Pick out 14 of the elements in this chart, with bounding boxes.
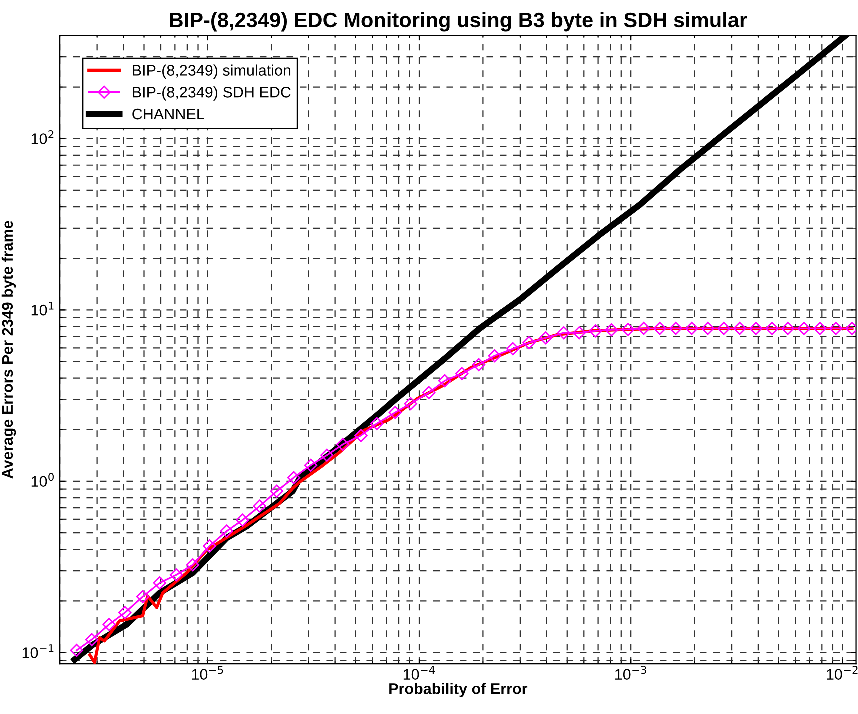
- y-tick-label: 10$^{1}$: [32, 302, 54, 316]
- y-tick-label: 10$^{2}$: [32, 130, 54, 144]
- legend-label: BIP-(8,2349) simulation: [133, 64, 291, 79]
- x-axis-title: Probability of Error: [390, 683, 528, 698]
- x-tick-label: 10$^{−4}$: [404, 666, 436, 680]
- x-tick-label: 10$^{−5}$: [192, 666, 224, 680]
- y-axis-title: Average Errors Per 2349 byte frame: [2, 221, 16, 479]
- y-tick-label: 10$^{0}$: [32, 473, 54, 488]
- legend-label: CHANNEL: [132, 108, 204, 120]
- y-tick-label: 10$^{−1}$: [22, 644, 54, 658]
- x-tick-label: 10$^{−3}$: [616, 666, 646, 680]
- legend-label: BIP-(8,2349) SDH EDC: [133, 86, 291, 101]
- chart-title: BIP-(8,2349) EDC Monitoring using B3 byte in SDH simular: [170, 12, 748, 32]
- x-tick-label: 10$^{−2}$: [827, 666, 858, 680]
